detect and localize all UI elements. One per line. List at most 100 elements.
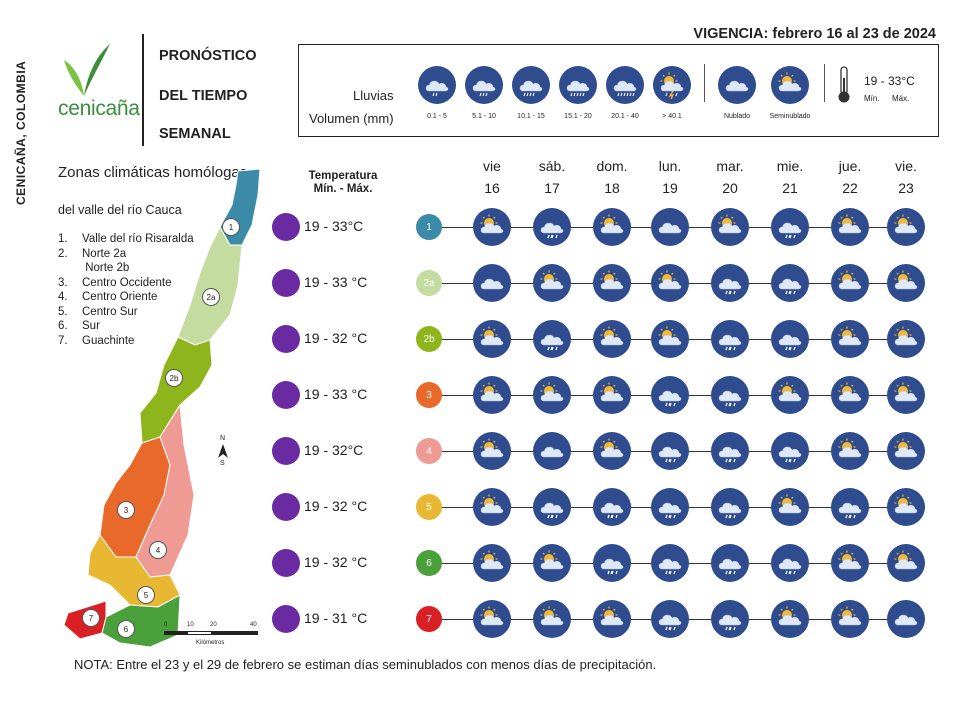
day-number: 21 [782,180,798,196]
day-name: vie. [895,158,917,174]
temperature-header: Temperatura Mín. - Máx. [308,170,378,195]
temp-range-value: 19 - 33°C [304,218,364,234]
zone-list-name: Guachinte [82,334,135,347]
partly-cloudy-icon [771,66,809,104]
day-number: 18 [604,180,620,196]
temp-indicator-dot [272,381,300,409]
day-name: mie. [776,158,804,174]
day-header: dom. 18 [587,155,637,199]
day-number: 22 [842,180,858,196]
day-number: 19 [662,180,678,196]
partly-cloudy-icon [473,320,511,358]
zone-list-item: 2. Norte 2a [58,247,194,262]
temp-indicator-dot [272,437,300,465]
partly-cloudy-icon [711,208,749,246]
partly-cloudy-icon [593,432,631,470]
zones-title: Zonas climáticas homólogas [58,164,248,181]
zone-list-number: 5. [58,305,68,318]
zone-list-name: Valle del río Risaralda [82,233,194,245]
validity-dates: VIGENCIA: febrero 16 al 23 de 2024 [693,26,936,42]
partly-cloudy-icon [473,488,511,526]
legend-volume-value: 20.1 - 40 [611,113,639,120]
zone-list-item: 4. Centro Oriente [58,290,194,305]
cloud-icon [651,208,689,246]
header-divider [142,34,144,146]
map-zone-label: 2a [202,288,220,306]
scale-tick: 10 [187,622,194,628]
day-header: jue. 22 [825,155,875,199]
legend-seminublado-label: Seminublado [769,113,811,120]
cloud-rain-icon [711,264,749,302]
day-name: vie [483,158,501,174]
partly-cloudy-icon [651,264,689,302]
partly-cloudy-icon [831,320,869,358]
legend-lluvias-label: Lluvias [353,88,394,103]
zone-badge: 7 [416,606,442,632]
partly-cloudy-icon [533,600,571,638]
legend-volume-value: > 40.1 [662,113,682,120]
day-name: mar. [716,158,744,174]
partly-cloudy-icon [593,376,631,414]
cloud-rain-icon [711,320,749,358]
forecast-note: NOTA: Entre el 23 y el 29 de febrero se … [74,657,657,672]
partly-cloudy-icon [831,264,869,302]
zone-badge: 4 [416,438,442,464]
zone-list-number: 3. [58,276,68,289]
partly-cloudy-icon [831,208,869,246]
cloud-rain-icon [593,488,631,526]
legend-volume-value: 0.1 - 5 [427,113,447,120]
zone-list-item: 5. Centro Sur [58,305,194,320]
map-zone-label: 4 [149,541,167,559]
partly-cloudy-icon [831,544,869,582]
partly-cloudy-icon [593,600,631,638]
zone-list-item: 1. Valle del río Risaralda [58,232,194,247]
day-name: dom. [596,158,628,174]
zone-badge: 5 [416,494,442,520]
legend-box [298,44,939,137]
cloud-rain-icon [771,544,809,582]
scale-tick: 0 [164,622,168,628]
cenicana-leaf-logo-icon [64,44,110,96]
logo-wordmark: cenicaña [58,97,140,120]
day-header: mie. 21 [765,155,815,199]
cloud-rain-icon [533,208,571,246]
cloud-rain-icon [651,544,689,582]
side-org-label: CENICAÑA, COLOMBIA [14,60,28,205]
map-zone-label: 6 [117,620,135,638]
partly-cloudy-icon [771,488,809,526]
cloud-icon [473,264,511,302]
partly-cloudy-icon [473,432,511,470]
cloud-rain-5-icon [606,66,644,104]
zone-badge: 3 [416,382,442,408]
legend-divider [704,64,705,102]
zone-list-number: 6. [58,320,68,332]
partly-cloudy-icon [771,600,809,638]
legend-nublado-label: Nublado [723,113,751,120]
day-number: 23 [898,180,914,196]
cloud-rain-2-icon [465,66,503,104]
partly-cloudy-icon [771,376,809,414]
zone-list-item: 7. Guachinte [58,334,194,349]
cloud-rain-icon [651,600,689,638]
legend-volume-value: 15.1 - 20 [564,113,592,120]
legend-volumen-label: Volumen (mm) [309,111,394,126]
zone-list-item: 3. Centro Occidente [58,276,194,291]
cloud-icon [718,66,756,104]
partly-cloudy-icon [887,544,925,582]
partly-cloudy-icon [887,264,925,302]
legend-temp-range: 19 - 33°C [864,74,915,88]
legend-volume-value: 10.1 - 15 [517,113,545,120]
partly-cloudy-icon [473,600,511,638]
cloud-icon [533,432,571,470]
cloud-rain-icon [651,432,689,470]
zone-list-number: 1. [58,233,68,245]
partly-cloudy-icon [593,264,631,302]
cloud-rain-icon [593,544,631,582]
zone-badge: 6 [416,550,442,576]
legend-max-label: Máx. [892,94,910,103]
map-zone-label: 3 [117,501,135,519]
partly-cloudy-icon [651,320,689,358]
day-header: mar. 20 [705,155,755,199]
legend-volume-value: 5.1 - 10 [472,113,496,120]
cloud-rain-icon [651,376,689,414]
